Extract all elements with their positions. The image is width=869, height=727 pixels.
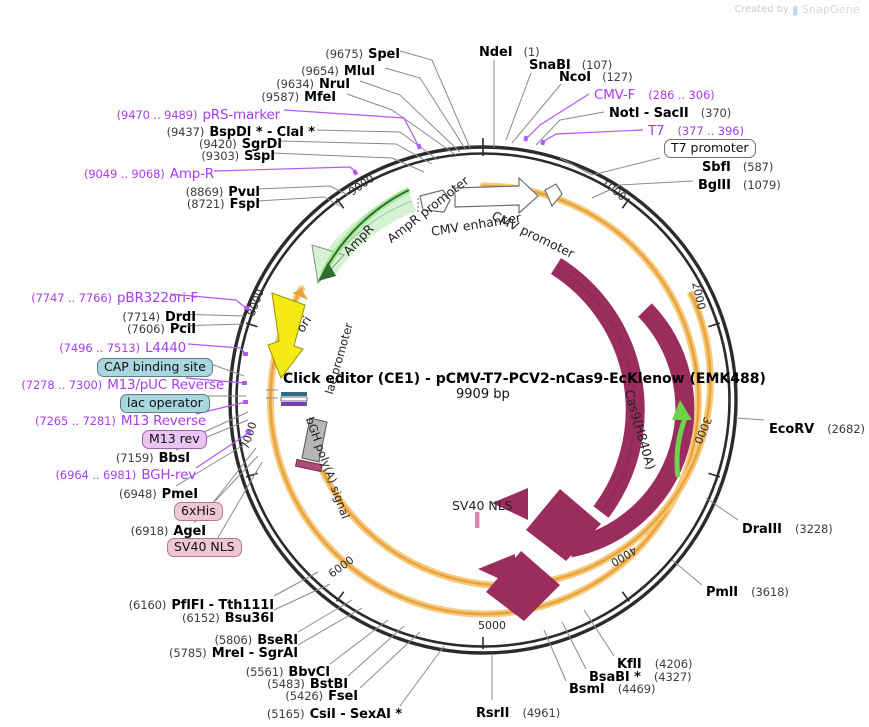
enzyme-label-csii-sexai[interactable]: (5165) CsiI - SexAI * (266, 707, 402, 722)
enzyme-label-bstbi[interactable]: (5483) BstBI (267, 677, 348, 692)
enzyme-label-bbsi[interactable]: (7159) BbsI (115, 451, 190, 466)
enzyme-label-nrui[interactable]: (9634) NruI (276, 77, 350, 92)
enzyme-label-mrei-sgrai[interactable]: (5785) MreI - SgrAI (169, 646, 298, 661)
enzyme-label-bspdi-clai[interactable]: (9437) BspDI * - ClaI * (166, 125, 316, 140)
feature-label-t7[interactable]: T7 (377 .. 396) (648, 123, 744, 139)
enzyme-label-sbfi[interactable]: SbfI (587) (702, 160, 774, 175)
badge-lac-operator[interactable]: lac operator (120, 394, 210, 414)
plasmid-size: 9909 bp (456, 387, 510, 402)
enzyme-label-noti-sacii[interactable]: NotI - SacII (370) (609, 106, 732, 121)
snapgene-flag-icon: ▮ (791, 2, 799, 17)
badge-6xhis[interactable]: 6xHis (174, 502, 223, 522)
badge-cap-binding-site[interactable]: CAP binding site (97, 358, 213, 378)
feature-arrow-ori[interactable] (267, 292, 306, 380)
tick-label-8000: 8000 (245, 287, 267, 318)
enzyme-label-rsrii[interactable]: RsrII (4961) (476, 706, 561, 721)
feature-arrow-cas9[interactable] (526, 257, 645, 561)
enzyme-label-drdi[interactable]: (7714) DrdI (122, 310, 196, 325)
enzyme-label-bseri[interactable]: (5806) BseRI (214, 633, 298, 648)
enzyme-label-bsmi[interactable]: BsmI (4469) (569, 682, 656, 697)
feature-label-bgh-rev[interactable]: (6964 .. 6981) BGH-rev (55, 467, 197, 483)
watermark-brand: SnapGene (801, 3, 860, 16)
enzyme-label-pvui[interactable]: (8869) PvuI (185, 185, 261, 200)
cas9-arrowheads (478, 488, 528, 586)
enzyme-label-kfli[interactable]: KflI (4206) (617, 657, 693, 672)
snapgene-watermark: Created by ▮ SnapGene (735, 3, 860, 16)
plasmid-title: Click editor (CE1) - pCMV-T7-PCV2-nCas9-… (283, 371, 766, 387)
enzyme-label-fsei[interactable]: (5426) FseI (285, 689, 358, 704)
enzyme-label-ecorv[interactable]: EcoRV (2682) (769, 422, 865, 437)
feature-label-amp-r[interactable]: (9049 .. 9068) Amp-R (83, 166, 214, 182)
tick-label-5000: 5000 (478, 619, 506, 632)
feature-label-m13-reverse[interactable]: (7265 .. 7281) M13 Reverse (34, 413, 206, 429)
enzyme-label-pflfi-tth111i[interactable]: (6160) PflFI - Tth111I (128, 598, 274, 613)
enzyme-label-draiii[interactable]: DraIII (3228) (742, 522, 833, 537)
enzyme-label-pmli[interactable]: PmlI (3618) (706, 585, 789, 600)
orf-ring-orange-inner (318, 290, 714, 589)
feature-sv40-nls-interior[interactable] (475, 512, 480, 528)
enzyme-label-fspi[interactable]: (8721) FspI (186, 197, 260, 212)
feature-label-pbr322ori-f[interactable]: (7747 .. 7766) pBR322ori-F (31, 290, 198, 306)
feature-lac-region[interactable] (266, 389, 308, 406)
feature-label-prs-marker[interactable]: (9470 .. 9489) pRS-marker (116, 107, 281, 123)
enzyme-label-sgrdi[interactable]: (9420) SgrDI (199, 137, 282, 152)
feature-bgh-polya-block[interactable] (294, 417, 328, 473)
enzyme-label-ncoi[interactable]: NcoI (127) (559, 70, 633, 85)
feature-label-m13-puc-reverse[interactable]: (7278 .. 7300) M13/pUC Reverse (21, 377, 224, 393)
enzyme-label-spei[interactable]: (9675) SpeI (325, 47, 400, 62)
orf-ring-orange (267, 182, 702, 618)
enzyme-label-bsabi[interactable]: BsaBI * (4327) (589, 670, 692, 685)
enzyme-label-mlui[interactable]: (9654) MluI (301, 64, 375, 79)
enzyme-label-sspi[interactable]: (9303) SspI (201, 149, 275, 164)
enzyme-label-pcii[interactable]: (7606) PciI (127, 322, 196, 337)
tick-label-9000: 9000 (346, 172, 376, 199)
enzyme-label-bbvci[interactable]: (5561) BbvCI (245, 665, 330, 680)
enzyme-label-agei[interactable]: (6918) AgeI (130, 524, 206, 539)
enzyme-label-snabi[interactable]: SnaBI (107) (529, 58, 613, 73)
enzyme-label-bsu36i[interactable]: (6152) Bsu36I (182, 611, 274, 626)
enzyme-label-ndei[interactable]: NdeI (1) (479, 45, 540, 60)
ampr-orf-highlight (318, 187, 411, 281)
enzyme-label-pmei[interactable]: (6948) PmeI (118, 487, 198, 502)
watermark-prefix: Created by (734, 4, 789, 15)
tick-label-2000: 2000 (689, 281, 708, 311)
feature-arrow-cmv-enhancer[interactable] (454, 176, 539, 215)
badge-m13-rev[interactable]: M13 rev (142, 430, 207, 450)
feature-arrow-green-small[interactable] (672, 400, 692, 478)
feature-arrow-cmv-promoter[interactable] (544, 183, 563, 208)
feature-label-cmv-f[interactable]: CMV-F (286 .. 306) (594, 87, 715, 103)
enzyme-label-mfei[interactable]: (9587) MfeI (261, 90, 336, 105)
badge-sv40-nls[interactable]: SV40 NLS (167, 538, 242, 558)
enzyme-label-bglii[interactable]: BglII (1079) (698, 178, 781, 193)
feature-label-sv40-nls-interior: SV40 NLS (452, 498, 513, 513)
feature-label-l4440[interactable]: (7496 .. 7513) L4440 (59, 340, 186, 356)
badge-t7-promoter[interactable]: T7 promoter (664, 139, 756, 159)
backbone-feature-ticks (242, 135, 546, 434)
feature-arrow-ampr-promoter[interactable] (417, 189, 451, 213)
